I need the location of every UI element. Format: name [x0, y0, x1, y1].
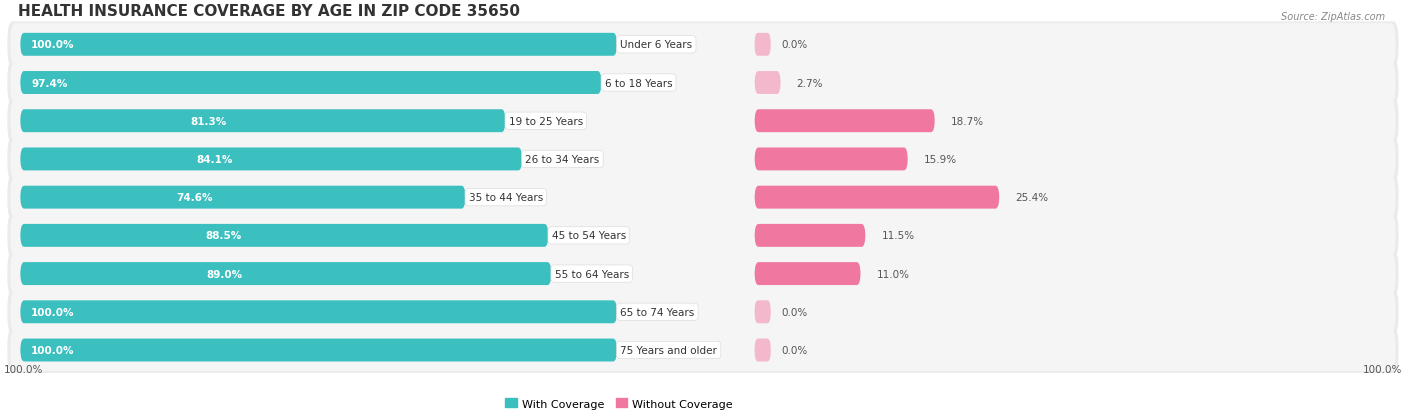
Text: 65 to 74 Years: 65 to 74 Years	[620, 307, 695, 317]
Text: 88.5%: 88.5%	[205, 231, 242, 241]
FancyBboxPatch shape	[7, 60, 1399, 106]
FancyBboxPatch shape	[755, 339, 770, 362]
FancyBboxPatch shape	[20, 224, 548, 247]
Text: 89.0%: 89.0%	[207, 269, 242, 279]
FancyBboxPatch shape	[755, 148, 908, 171]
Text: 0.0%: 0.0%	[782, 345, 807, 355]
FancyBboxPatch shape	[11, 24, 1395, 66]
Text: 100.0%: 100.0%	[31, 307, 75, 317]
FancyBboxPatch shape	[755, 34, 770, 57]
Text: 26 to 34 Years: 26 to 34 Years	[526, 154, 599, 164]
FancyBboxPatch shape	[20, 263, 551, 285]
Text: 84.1%: 84.1%	[195, 154, 232, 164]
Text: Under 6 Years: Under 6 Years	[620, 40, 692, 50]
Text: 74.6%: 74.6%	[176, 193, 212, 203]
Text: 0.0%: 0.0%	[782, 40, 807, 50]
FancyBboxPatch shape	[20, 72, 602, 95]
Text: 0.0%: 0.0%	[782, 307, 807, 317]
FancyBboxPatch shape	[755, 301, 770, 323]
FancyBboxPatch shape	[11, 100, 1395, 142]
Text: 25.4%: 25.4%	[1015, 193, 1049, 203]
Text: 35 to 44 Years: 35 to 44 Years	[468, 193, 543, 203]
FancyBboxPatch shape	[11, 177, 1395, 219]
FancyBboxPatch shape	[7, 213, 1399, 259]
FancyBboxPatch shape	[7, 22, 1399, 68]
FancyBboxPatch shape	[20, 34, 617, 57]
FancyBboxPatch shape	[11, 62, 1395, 104]
Text: 81.3%: 81.3%	[190, 116, 226, 126]
Text: 100.0%: 100.0%	[31, 345, 75, 355]
Legend: With Coverage, Without Coverage: With Coverage, Without Coverage	[501, 394, 737, 413]
FancyBboxPatch shape	[7, 251, 1399, 297]
Text: 15.9%: 15.9%	[924, 154, 957, 164]
Text: 18.7%: 18.7%	[950, 116, 984, 126]
FancyBboxPatch shape	[11, 138, 1395, 180]
Text: Source: ZipAtlas.com: Source: ZipAtlas.com	[1281, 12, 1385, 22]
FancyBboxPatch shape	[7, 175, 1399, 221]
FancyBboxPatch shape	[755, 72, 780, 95]
FancyBboxPatch shape	[20, 148, 522, 171]
FancyBboxPatch shape	[20, 301, 617, 323]
FancyBboxPatch shape	[755, 263, 860, 285]
FancyBboxPatch shape	[20, 339, 617, 362]
Text: 100.0%: 100.0%	[4, 364, 44, 374]
Text: 2.7%: 2.7%	[797, 78, 824, 88]
FancyBboxPatch shape	[7, 137, 1399, 183]
FancyBboxPatch shape	[755, 110, 935, 133]
FancyBboxPatch shape	[7, 289, 1399, 335]
FancyBboxPatch shape	[7, 99, 1399, 144]
FancyBboxPatch shape	[11, 329, 1395, 371]
FancyBboxPatch shape	[755, 186, 1000, 209]
Text: 45 to 54 Years: 45 to 54 Years	[551, 231, 626, 241]
Text: 55 to 64 Years: 55 to 64 Years	[554, 269, 628, 279]
FancyBboxPatch shape	[20, 110, 505, 133]
FancyBboxPatch shape	[20, 186, 465, 209]
FancyBboxPatch shape	[7, 327, 1399, 373]
Text: 19 to 25 Years: 19 to 25 Years	[509, 116, 583, 126]
Text: 11.5%: 11.5%	[882, 231, 915, 241]
Text: 97.4%: 97.4%	[31, 78, 67, 88]
Text: 100.0%: 100.0%	[1362, 364, 1402, 374]
Text: 75 Years and older: 75 Years and older	[620, 345, 717, 355]
FancyBboxPatch shape	[11, 215, 1395, 257]
Text: 6 to 18 Years: 6 to 18 Years	[605, 78, 672, 88]
FancyBboxPatch shape	[11, 253, 1395, 295]
Text: 11.0%: 11.0%	[877, 269, 910, 279]
Text: 100.0%: 100.0%	[31, 40, 75, 50]
Text: HEALTH INSURANCE COVERAGE BY AGE IN ZIP CODE 35650: HEALTH INSURANCE COVERAGE BY AGE IN ZIP …	[18, 4, 520, 19]
FancyBboxPatch shape	[11, 291, 1395, 333]
FancyBboxPatch shape	[755, 224, 865, 247]
